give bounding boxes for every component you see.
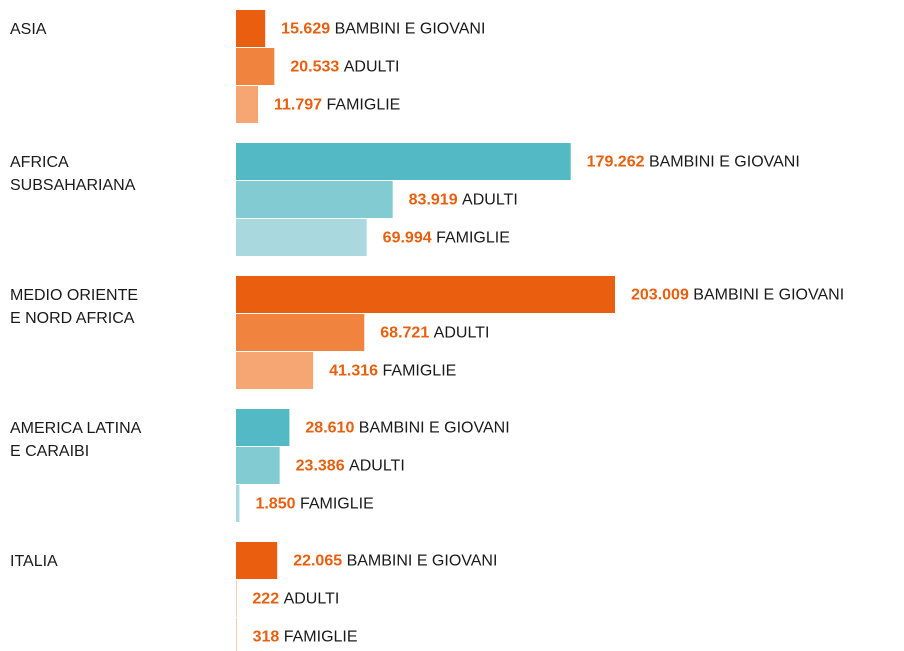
bar [236,447,280,484]
value-label: 179.262 [587,154,645,171]
bar [236,86,259,123]
category-label: AMERICA LATINA [10,420,142,437]
series-name: ADULTI [462,192,518,209]
bar-label: 318 FAMIGLIE [253,629,358,646]
bar [236,352,314,389]
series-name: BAMBINI E GIOVANI [335,21,486,38]
series-name: ADULTI [349,458,405,475]
series-name: BAMBINI E GIOVANI [649,154,800,171]
bar-label: 20.533 ADULTI [290,59,399,76]
series-name: FAMIGLIE [300,496,374,513]
bar-label: 15.629 BAMBINI E GIOVANI [281,21,485,38]
value-label: 20.533 [290,59,339,76]
bar [236,181,393,218]
series-name: FAMIGLIE [284,629,358,646]
bar-label: 23.386 ADULTI [296,458,405,475]
bar-label: 222 ADULTI [252,591,339,608]
category-label: ITALIA [10,553,58,570]
series-name: ADULTI [344,59,400,76]
value-label: 83.919 [409,192,458,209]
bar [236,143,571,180]
bar-label: 41.316 FAMIGLIE [329,363,456,380]
value-label: 318 [253,629,280,646]
bar-label: 1.850 FAMIGLIE [255,496,373,513]
value-label: 222 [252,591,279,608]
value-label: 69.994 [383,230,432,247]
bar-label: 28.610 BAMBINI E GIOVANI [305,420,509,437]
value-label: 22.065 [293,553,342,570]
bar-label: 11.797 FAMIGLIE [274,97,400,114]
value-label: 23.386 [296,458,345,475]
bar-label: 83.919 ADULTI [409,192,518,209]
bar-label: 22.065 BAMBINI E GIOVANI [293,553,497,570]
series-name: ADULTI [284,591,340,608]
bar [236,10,266,47]
value-label: 68.721 [380,325,429,342]
bar [236,409,290,446]
series-name: ADULTI [434,325,490,342]
value-label: 28.610 [305,420,354,437]
category-label: E NORD AFRICA [10,310,135,327]
value-label: 11.797 [274,97,322,114]
bar [236,314,365,351]
series-name: FAMIGLIE [436,230,510,247]
series-name: FAMIGLIE [327,97,401,114]
bar-label: 69.994 FAMIGLIE [383,230,510,247]
bar [236,618,237,651]
bar [236,542,278,579]
bar [236,276,615,313]
bar-label: 68.721 ADULTI [380,325,489,342]
bar [236,219,367,256]
bar-label: 179.262 BAMBINI E GIOVANI [587,154,800,171]
category-label: MEDIO ORIENTE [10,287,138,304]
category-label: ASIA [10,21,47,38]
bar-label: 203.009 BAMBINI E GIOVANI [631,287,844,304]
series-name: BAMBINI E GIOVANI [359,420,510,437]
bar [236,48,275,85]
value-label: 1.850 [255,496,295,513]
bar [236,485,240,522]
category-label: AFRICA [10,154,69,171]
value-label: 15.629 [281,21,330,38]
category-label: E CARAIBI [10,443,89,460]
value-label: 41.316 [329,363,378,380]
value-label: 203.009 [631,287,689,304]
series-name: FAMIGLIE [383,363,457,380]
category-label: SUBSAHARIANA [10,177,136,194]
series-name: BAMBINI E GIOVANI [693,287,844,304]
series-name: BAMBINI E GIOVANI [347,553,498,570]
